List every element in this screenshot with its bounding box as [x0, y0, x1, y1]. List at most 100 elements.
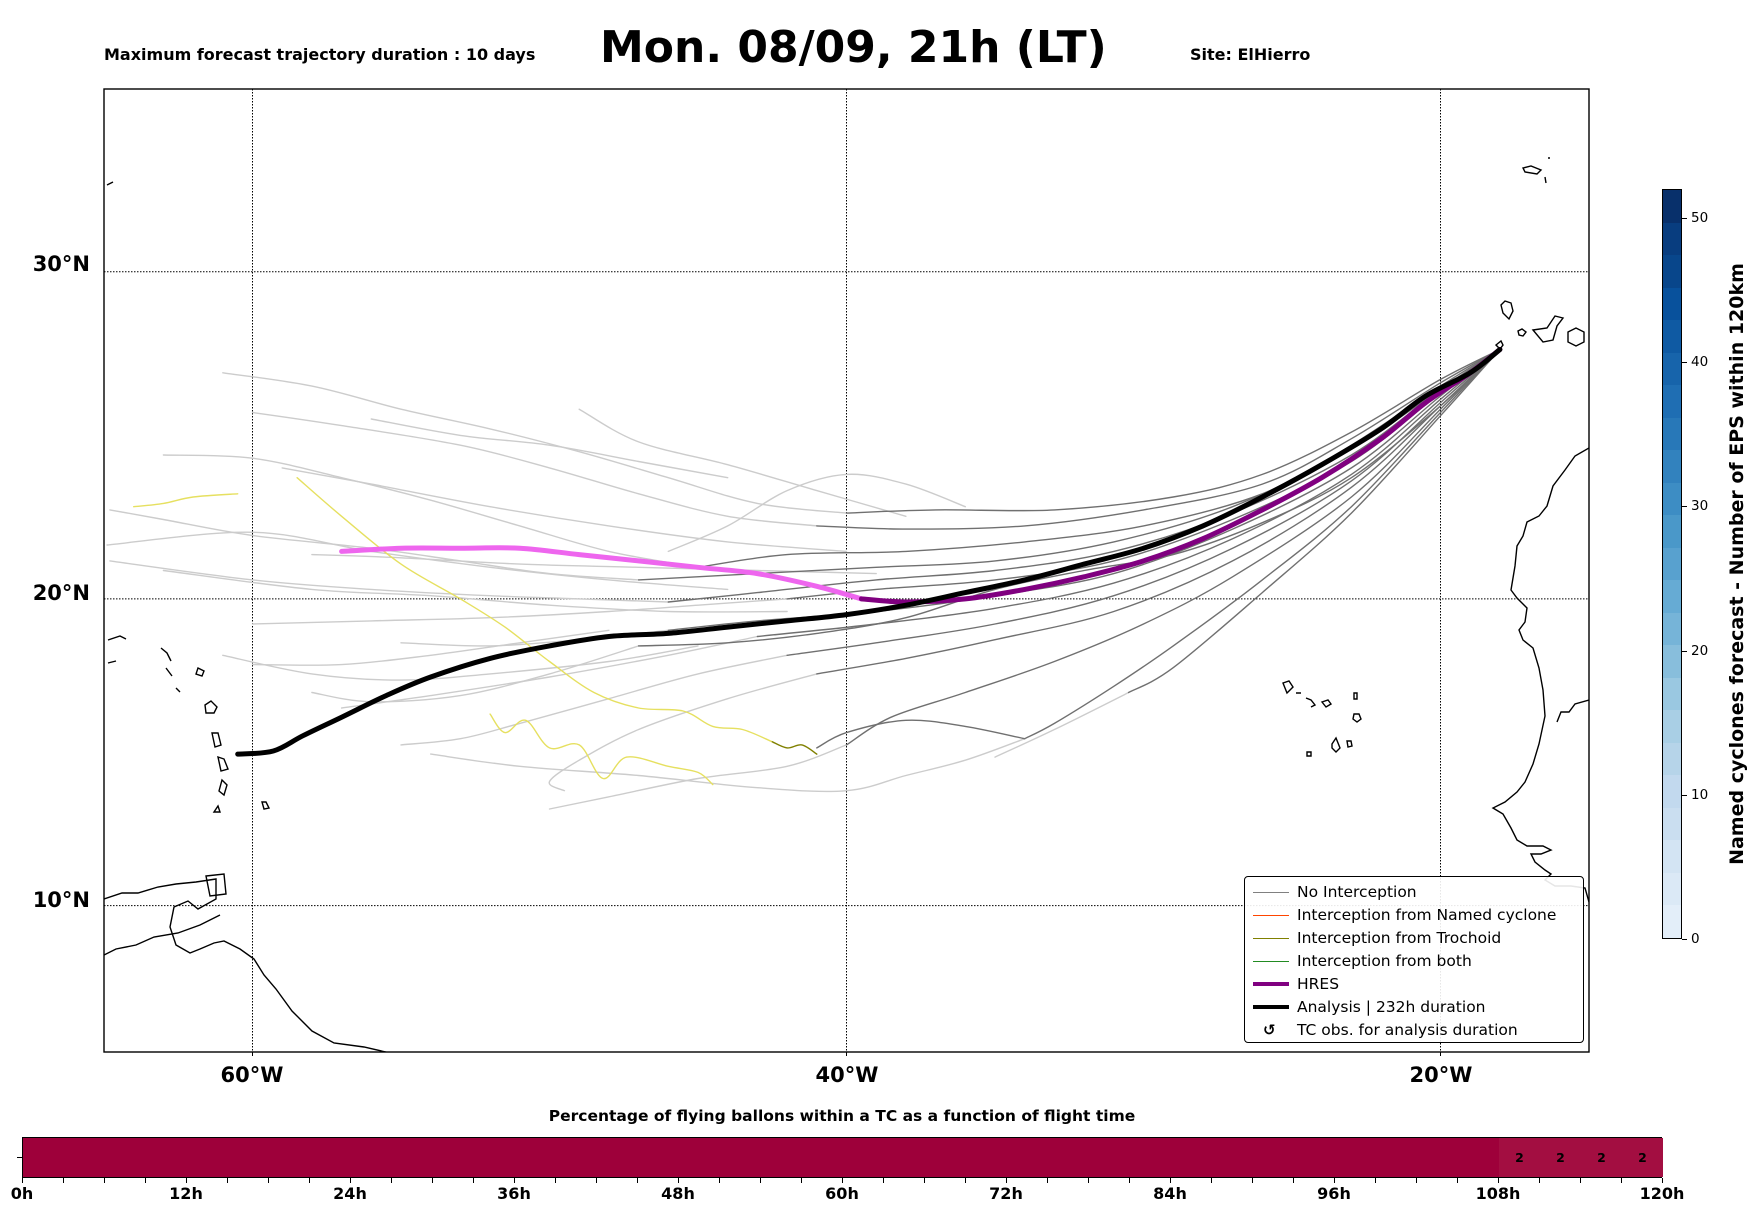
coast-madeira [1521, 157, 1550, 184]
colorbar-segment [1663, 612, 1681, 646]
timebar-tick [1662, 1178, 1663, 1183]
eps-trajectory-late [162, 569, 788, 613]
timebar-tick-label: 48h [661, 1184, 695, 1203]
colorbar-tick-label: 40 [1691, 354, 1709, 371]
colorbar-tick [1682, 362, 1687, 364]
colorbar-segment [1663, 320, 1681, 353]
lat-label-20n: 20°N [32, 581, 90, 605]
timebar-tick [1539, 1178, 1540, 1183]
coast-south-america [104, 878, 389, 1052]
legend-item-trochoid: Interception from Trochoid [1245, 927, 1583, 950]
timebar-tick [1047, 1178, 1048, 1183]
timebar-tick [1334, 1178, 1335, 1183]
timebar-tick [801, 1178, 802, 1183]
timebar-tick [719, 1178, 720, 1183]
page-title: Mon. 08/09, 21h (LT) [600, 22, 1107, 73]
timebar-tick [760, 1178, 761, 1183]
eps-trajectory [1127, 348, 1501, 694]
legend-item-tc-obs: ↺ TC obs. for analysis duration [1245, 1019, 1583, 1042]
eps-trajectory-late [548, 744, 848, 810]
colorbar-tick-label: 50 [1691, 209, 1709, 226]
eps-trajectory-late [222, 645, 699, 681]
tc-symbol-icon: ↺ [1263, 1021, 1276, 1039]
timebar-tick [1580, 1178, 1581, 1183]
timebar-segment [1499, 1138, 1540, 1177]
timebar-tick [350, 1178, 351, 1183]
trochoid-trajectory-late [133, 493, 239, 508]
colorbar-segment [1663, 872, 1681, 906]
colorbar [1662, 189, 1682, 939]
timebar-tick [596, 1178, 597, 1183]
eps-trajectory [756, 348, 1501, 638]
timebar-tick [1129, 1178, 1130, 1183]
timebar-value-label: 2 [1597, 1150, 1606, 1165]
legend-label: Interception from both [1297, 952, 1472, 970]
colorbar-segment [1663, 515, 1681, 548]
timebar-tick-label: 96h [1317, 1184, 1351, 1203]
eps-trajectory-late [430, 738, 1026, 793]
colorbar-segment [1663, 807, 1681, 841]
legend-label: Analysis | 232h duration [1297, 998, 1486, 1016]
hres-trajectory [858, 347, 1503, 605]
legend-item-analysis: Analysis | 232h duration [1245, 996, 1583, 1019]
colorbar-segment [1663, 287, 1681, 321]
eps-trajectory [845, 348, 1501, 746]
eps-trajectory-late [578, 408, 907, 517]
colorbar-segment [1663, 352, 1681, 386]
timebar-segment [1622, 1138, 1663, 1177]
colorbar-tick-label: 0 [1691, 931, 1700, 947]
trajectories [106, 347, 1503, 810]
colorbar-segment [1663, 840, 1681, 873]
eps-trajectory-late [311, 645, 640, 703]
gridlines [104, 89, 1589, 1056]
timebar-tick [842, 1178, 843, 1183]
timebar-tick-label: 120h [1639, 1184, 1685, 1203]
coast-caribbean-islands [107, 635, 271, 813]
timebar-tick-label: 24h [333, 1184, 367, 1203]
timebar-tick [1170, 1178, 1171, 1183]
coast-trinidad [205, 873, 227, 897]
timebar-segment [23, 1138, 1499, 1177]
timebar-tick [637, 1178, 638, 1183]
eps-trajectory-late [400, 654, 788, 746]
timebar-tick-label: 36h [497, 1184, 531, 1203]
timebar-tick [104, 1178, 105, 1183]
legend-swatch-analysis [1253, 1005, 1289, 1009]
analysis-trajectory [235, 347, 1503, 757]
timebar-tick-label: 72h [989, 1184, 1023, 1203]
legend-label: Interception from Named cyclone [1297, 906, 1557, 924]
timebar-tick-label: 84h [1153, 1184, 1187, 1203]
timebar-tick [473, 1178, 474, 1183]
timebar-tick [924, 1178, 925, 1183]
colorbar-segment [1663, 547, 1681, 581]
colorbar-segment [1663, 580, 1681, 613]
colorbar-tick-label: 30 [1691, 498, 1709, 515]
timebar-tick [227, 1178, 228, 1183]
colorbar-segment [1663, 190, 1681, 223]
legend-label: HRES [1297, 975, 1340, 993]
eps-trajectory [845, 348, 1501, 514]
eps-trajectory [786, 348, 1501, 656]
eps-trajectory-late [994, 691, 1130, 758]
legend-swatch-named-cyclone [1253, 915, 1289, 916]
eps-trajectory-late [251, 598, 788, 625]
eps-trajectory-late [667, 473, 966, 553]
colorbar-segment [1663, 645, 1681, 678]
timebar-tick [1621, 1178, 1622, 1183]
timebar-tick [391, 1178, 392, 1183]
timebar-tick [555, 1178, 556, 1183]
legend-item-named-cyclone: Interception from Named cyclone [1245, 904, 1583, 927]
eps-trajectory [816, 348, 1501, 675]
timebar-tick [63, 1178, 64, 1183]
colorbar-segment [1663, 255, 1681, 288]
timebar-tick [965, 1178, 966, 1183]
timebar-tick [1457, 1178, 1458, 1183]
coast-cape-verde [1282, 680, 1362, 757]
colorbar-tick [1682, 506, 1687, 508]
colorbar-tick-label: 20 [1691, 642, 1709, 659]
timebar-tick [883, 1178, 884, 1183]
colorbar-label: Named cyclones forecast - Number of EPS … [1726, 263, 1748, 865]
timebar-tick-label: 0h [10, 1184, 34, 1203]
colorbar-segment [1663, 222, 1681, 256]
map-frame [103, 88, 1590, 1053]
